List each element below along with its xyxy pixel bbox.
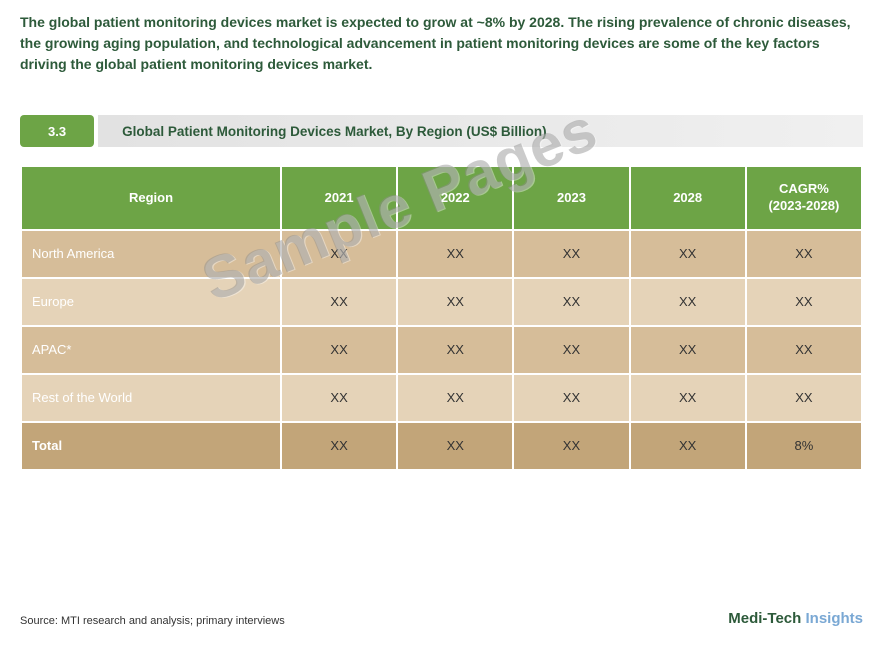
col-2022: 2022 bbox=[397, 166, 513, 230]
section-header: 3.3 Global Patient Monitoring Devices Ma… bbox=[20, 115, 863, 147]
value-cell: XX bbox=[630, 230, 746, 278]
section-number-badge: 3.3 bbox=[20, 115, 94, 147]
value-cell: XX bbox=[630, 422, 746, 470]
col-cagr: CAGR%(2023-2028) bbox=[746, 166, 862, 230]
table-row: North America XX XX XX XX XX bbox=[21, 230, 862, 278]
value-cell: XX bbox=[397, 374, 513, 422]
value-cell: XX bbox=[397, 278, 513, 326]
value-cell: 8% bbox=[746, 422, 862, 470]
col-2023: 2023 bbox=[513, 166, 629, 230]
value-cell: XX bbox=[281, 230, 397, 278]
value-cell: XX bbox=[397, 230, 513, 278]
value-cell: XX bbox=[397, 422, 513, 470]
region-cell: Rest of the World bbox=[21, 374, 281, 422]
value-cell: XX bbox=[513, 374, 629, 422]
value-cell: XX bbox=[281, 278, 397, 326]
value-cell: XX bbox=[281, 422, 397, 470]
source-note: Source: MTI research and analysis; prima… bbox=[20, 615, 285, 627]
intro-paragraph: The global patient monitoring devices ma… bbox=[20, 12, 863, 75]
value-cell: XX bbox=[746, 230, 862, 278]
value-cell: XX bbox=[397, 326, 513, 374]
col-region: Region bbox=[21, 166, 281, 230]
value-cell: XX bbox=[281, 374, 397, 422]
table-row: APAC* XX XX XX XX XX bbox=[21, 326, 862, 374]
market-table: Region 2021 2022 2023 2028 CAGR%(2023-20… bbox=[20, 165, 863, 471]
value-cell: XX bbox=[630, 374, 746, 422]
value-cell: XX bbox=[746, 278, 862, 326]
table-row: Europe XX XX XX XX XX bbox=[21, 278, 862, 326]
region-cell: APAC* bbox=[21, 326, 281, 374]
value-cell: XX bbox=[630, 326, 746, 374]
brand-logo: Medi-Tech Insights bbox=[728, 610, 863, 627]
section-title: Global Patient Monitoring Devices Market… bbox=[98, 115, 863, 147]
table-total-row: Total XX XX XX XX 8% bbox=[21, 422, 862, 470]
col-2021: 2021 bbox=[281, 166, 397, 230]
value-cell: XX bbox=[281, 326, 397, 374]
value-cell: XX bbox=[513, 326, 629, 374]
table-header-row: Region 2021 2022 2023 2028 CAGR%(2023-20… bbox=[21, 166, 862, 230]
region-cell: North America bbox=[21, 230, 281, 278]
region-cell-total: Total bbox=[21, 422, 281, 470]
brand-part1: Medi-Tech bbox=[728, 610, 805, 627]
value-cell: XX bbox=[513, 278, 629, 326]
value-cell: XX bbox=[513, 422, 629, 470]
value-cell: XX bbox=[746, 374, 862, 422]
value-cell: XX bbox=[513, 230, 629, 278]
table-row: Rest of the World XX XX XX XX XX bbox=[21, 374, 862, 422]
value-cell: XX bbox=[630, 278, 746, 326]
value-cell: XX bbox=[746, 326, 862, 374]
footer: Source: MTI research and analysis; prima… bbox=[20, 610, 863, 627]
region-cell: Europe bbox=[21, 278, 281, 326]
col-2028: 2028 bbox=[630, 166, 746, 230]
brand-part2: Insights bbox=[805, 610, 863, 627]
